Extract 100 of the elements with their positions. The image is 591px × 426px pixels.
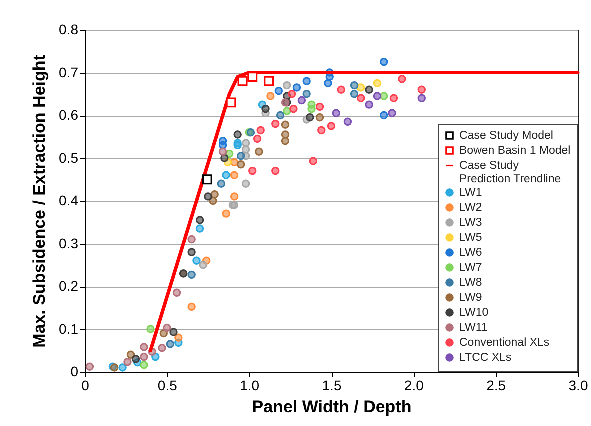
point — [281, 137, 290, 146]
legend-label: LW2 — [460, 202, 482, 214]
point — [204, 192, 212, 201]
x-tick-label: 3.0 — [568, 378, 588, 394]
point — [418, 86, 426, 94]
point — [356, 94, 366, 102]
y-tick-label: 0.8 — [59, 22, 79, 38]
legend-label: LW6 — [460, 246, 482, 259]
legend-label: Bowen Basin 1 Model — [460, 144, 571, 157]
legend-label: LW5 — [460, 232, 482, 244]
x-tick-label: 2.0 — [404, 378, 424, 394]
point — [158, 344, 166, 352]
point — [192, 256, 201, 265]
point — [174, 334, 183, 342]
legend-label: Case Study Model — [460, 130, 554, 142]
point — [274, 87, 284, 96]
point — [276, 111, 285, 120]
point — [306, 114, 314, 122]
point — [380, 92, 388, 100]
point — [222, 171, 230, 180]
y-tick-label: 0.2 — [59, 278, 79, 294]
point — [290, 104, 298, 114]
point — [242, 139, 250, 148]
y-tick-label: 0.3 — [59, 235, 79, 252]
point — [283, 81, 292, 90]
point — [126, 350, 136, 359]
point — [350, 81, 359, 90]
point — [365, 86, 374, 94]
point — [365, 100, 374, 109]
point — [327, 122, 336, 130]
point — [283, 107, 292, 116]
point — [170, 328, 178, 336]
point — [132, 355, 140, 364]
y-tick-label: 0 — [70, 364, 79, 380]
point — [373, 79, 382, 88]
y-tick-label: 0.6 — [59, 107, 79, 123]
point — [230, 192, 239, 201]
point — [196, 224, 204, 233]
y-tick-label: 0.4 — [59, 192, 79, 208]
point — [160, 329, 168, 338]
point — [388, 109, 396, 118]
point — [373, 92, 382, 100]
point — [344, 118, 352, 126]
legend-label: LW8 — [460, 276, 482, 289]
point — [356, 84, 366, 92]
point — [380, 58, 388, 66]
point — [266, 92, 275, 100]
point — [302, 77, 311, 86]
point — [86, 362, 94, 371]
point — [281, 130, 290, 139]
point — [350, 90, 359, 98]
point — [242, 180, 250, 188]
point — [281, 120, 290, 129]
legend-label: LW11 — [460, 322, 488, 334]
point — [166, 340, 175, 348]
point — [218, 148, 228, 156]
point — [237, 160, 246, 169]
point — [124, 358, 132, 366]
point — [253, 134, 262, 144]
point — [337, 86, 346, 94]
legend-label: LW10 — [460, 306, 489, 319]
point — [332, 109, 341, 118]
point — [218, 137, 228, 146]
point — [234, 139, 242, 148]
point — [272, 120, 280, 128]
x-tick-label: 0 — [82, 378, 90, 394]
point — [292, 84, 302, 92]
point — [272, 166, 280, 176]
point — [302, 90, 311, 98]
point — [234, 130, 242, 139]
y-axis-title: Max. Subsidence / Extraction Height — [30, 54, 50, 348]
point — [163, 324, 172, 332]
y-tick-label: 0.1 — [59, 320, 79, 337]
x-tick-label: 0.5 — [158, 378, 178, 394]
point — [248, 166, 257, 176]
point — [256, 126, 265, 135]
point — [118, 364, 127, 372]
point — [199, 261, 208, 270]
point — [188, 248, 196, 256]
point — [140, 352, 148, 362]
x-tick-label: 2.5 — [486, 378, 506, 394]
legend-label: Conventional XLs — [460, 336, 550, 349]
point — [196, 216, 204, 224]
point — [140, 343, 148, 352]
point — [418, 94, 426, 102]
point — [146, 325, 155, 334]
point — [226, 98, 236, 108]
point — [316, 102, 324, 112]
point — [309, 157, 318, 166]
legend-label: LW1 — [460, 186, 482, 199]
y-tick-label: 0.7 — [59, 64, 79, 80]
point — [188, 302, 196, 312]
point — [230, 171, 239, 180]
point — [255, 148, 264, 156]
point — [390, 94, 398, 102]
legend-label: Case Study Prediction Trendline — [460, 160, 562, 186]
legend-label: LW7 — [460, 262, 482, 274]
point — [188, 235, 196, 244]
point — [318, 126, 326, 135]
point — [324, 79, 332, 88]
